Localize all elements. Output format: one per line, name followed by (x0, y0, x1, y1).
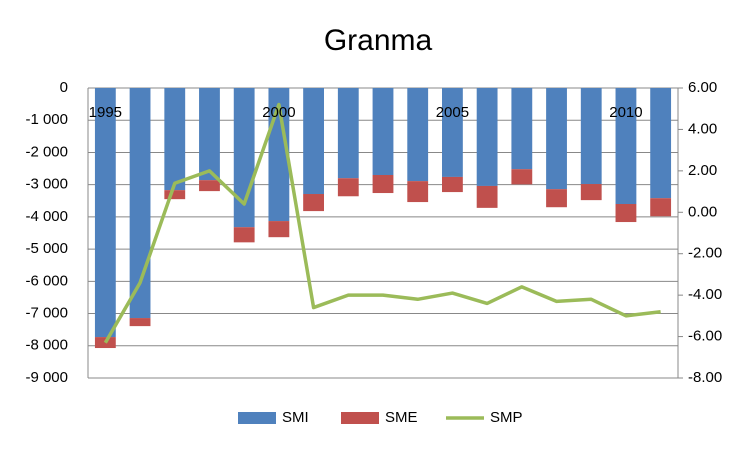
bar (372, 88, 394, 175)
x-tick-label: 2000 (262, 104, 295, 121)
bar (164, 190, 186, 200)
legend-swatch (341, 412, 379, 424)
bar (546, 88, 567, 190)
bar (442, 176, 463, 193)
y2-tick-label: -6.00 (688, 328, 722, 345)
legend-label: SME (385, 409, 418, 426)
y2-tick-label: -8.00 (688, 369, 722, 386)
legend-label: SMI (282, 409, 309, 426)
y-tick-label: -3 000 (25, 176, 68, 193)
y2-tick-label: 0.00 (688, 203, 717, 220)
bar (546, 189, 567, 208)
bar (650, 88, 672, 199)
bar (580, 88, 602, 185)
y-tick-label: -7 000 (25, 305, 68, 322)
bar (511, 88, 533, 170)
x-tick-label: 1995 (89, 104, 122, 121)
y-tick-label: -2 000 (25, 143, 68, 160)
bar (199, 180, 220, 192)
bar (372, 175, 394, 194)
bar (303, 88, 324, 195)
y-tick-label: -4 000 (25, 208, 68, 225)
y-tick-label: 0 (60, 79, 68, 96)
legend-swatch (238, 412, 276, 424)
y2-tick-label: 4.00 (688, 120, 717, 137)
bar (407, 88, 429, 182)
bar (476, 88, 498, 186)
bar (337, 178, 359, 197)
y-tick-label: -1 000 (25, 111, 68, 128)
bar (476, 185, 498, 208)
bar (442, 88, 463, 177)
y2-tick-label: -4.00 (688, 286, 722, 303)
bar (407, 181, 429, 203)
bar (129, 318, 151, 327)
bar (615, 204, 637, 223)
bar (199, 88, 220, 181)
bar (94, 88, 116, 338)
bar (268, 221, 290, 238)
legend-label: SMP (490, 409, 523, 426)
bar (129, 88, 151, 319)
y-tick-label: -5 000 (25, 240, 68, 257)
x-tick-label: 2010 (609, 104, 642, 121)
x-tick-label: 2005 (436, 104, 469, 121)
y-tick-label: -8 000 (25, 337, 68, 354)
chart-title: Granma (324, 24, 433, 57)
bar (337, 88, 359, 179)
bar (615, 88, 637, 204)
y2-tick-label: 6.00 (688, 79, 717, 96)
bar (650, 198, 672, 217)
y-tick-label: -9 000 (25, 369, 68, 386)
y2-tick-label: 2.00 (688, 162, 717, 179)
y-tick-label: -6 000 (25, 272, 68, 289)
y2-tick-label: -2.00 (688, 245, 722, 262)
bar (580, 184, 602, 201)
bar (511, 169, 533, 185)
bar (233, 88, 255, 228)
line (103, 102, 661, 344)
bar (233, 227, 255, 243)
bar (164, 88, 186, 191)
bar (303, 194, 324, 212)
